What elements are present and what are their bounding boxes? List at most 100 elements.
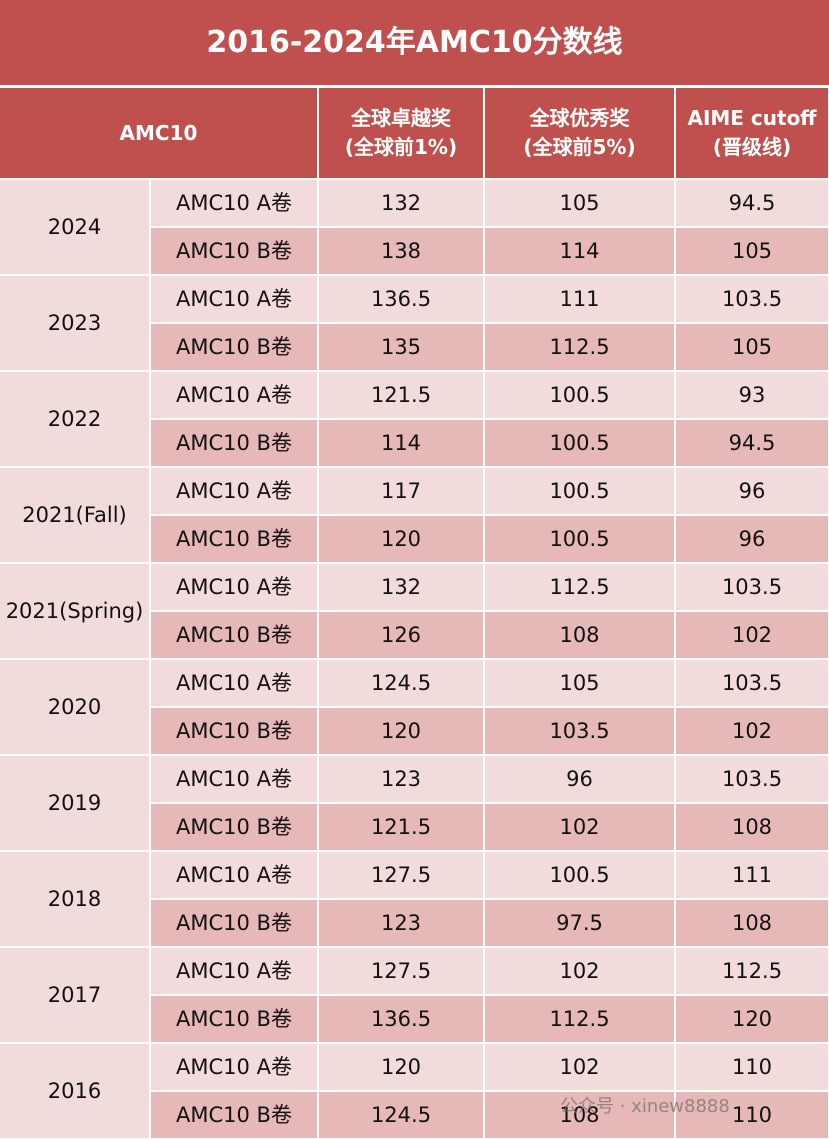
score-cell: 108	[485, 612, 674, 658]
score-cell: 112.5	[485, 564, 674, 610]
paper-cell: AMC10 B卷	[151, 1092, 317, 1138]
score-text: 111	[559, 286, 600, 311]
score-cell: 103.5	[676, 276, 828, 322]
score-text: 117	[380, 478, 422, 503]
paper-text: AMC10 A卷	[176, 382, 292, 407]
paper-cell: AMC10 A卷	[151, 276, 317, 322]
paper-cell: AMC10 A卷	[151, 852, 317, 898]
score-text: 112.5	[549, 334, 610, 359]
paper-text: AMC10 A卷	[176, 862, 292, 887]
paper-text: AMC10 B卷	[176, 334, 292, 359]
score-cell: 120	[319, 1044, 483, 1090]
paper-cell: AMC10 B卷	[151, 996, 317, 1042]
score-cell: 105	[485, 180, 674, 226]
score-text: 96	[566, 766, 593, 791]
score-text: 120	[380, 718, 422, 743]
score-cell: 136.5	[319, 276, 483, 322]
score-cell: 132	[319, 564, 483, 610]
paper-cell: AMC10 B卷	[151, 228, 317, 274]
score-text: 112.5	[721, 958, 783, 983]
paper-cell: AMC10 A卷	[151, 180, 317, 226]
score-text: 132	[380, 574, 422, 599]
year-cell: 2024	[0, 180, 149, 274]
header-cell: AMC10	[0, 88, 317, 178]
score-cell: 105	[676, 228, 828, 274]
score-text: 110	[731, 1054, 773, 1079]
score-cell: 105	[676, 324, 828, 370]
score-text: 105	[731, 334, 773, 359]
score-text: 124.5	[370, 670, 432, 695]
score-cell: 108	[485, 1092, 674, 1138]
score-text: 103.5	[721, 286, 783, 311]
score-cell: 120	[319, 516, 483, 562]
paper-cell: AMC10 B卷	[151, 804, 317, 850]
score-text: 127.5	[370, 862, 432, 887]
score-cell: 103.5	[676, 756, 828, 802]
score-text: 105	[559, 190, 600, 215]
score-text: 94.5	[728, 430, 776, 455]
score-cell: 112.5	[676, 948, 828, 994]
header-text: (全球前1%)	[344, 135, 458, 159]
paper-cell: AMC10 B卷	[151, 708, 317, 754]
score-text: 135	[380, 334, 422, 359]
score-text: 100.5	[549, 478, 610, 503]
paper-text: AMC10 B卷	[176, 238, 292, 263]
year-text: 2019	[47, 790, 102, 815]
paper-text: AMC10 A卷	[176, 574, 292, 599]
score-cell: 100.5	[485, 516, 674, 562]
score-text: 120	[380, 526, 422, 551]
score-cell: 124.5	[319, 660, 483, 706]
paper-cell: AMC10 A卷	[151, 564, 317, 610]
score-text: 124.5	[370, 1102, 432, 1127]
year-text: 2020	[47, 694, 102, 719]
score-text: 114	[559, 238, 600, 263]
score-cell: 103.5	[676, 564, 828, 610]
paper-cell: AMC10 B卷	[151, 612, 317, 658]
paper-cell: AMC10 A卷	[151, 660, 317, 706]
score-text: 126	[380, 622, 422, 647]
score-cell: 111	[485, 276, 674, 322]
score-cell: 96	[676, 516, 828, 562]
paper-text: AMC10 A卷	[176, 766, 292, 791]
paper-cell: AMC10 B卷	[151, 516, 317, 562]
score-text: 102	[731, 622, 773, 647]
score-text: 120	[731, 1006, 773, 1031]
score-cell: 108	[676, 900, 828, 946]
score-text: 112.5	[549, 1006, 610, 1031]
year-text: 2024	[47, 214, 102, 239]
paper-cell: AMC10 A卷	[151, 468, 317, 514]
paper-text: AMC10 A卷	[176, 478, 292, 503]
year-cell: 2020	[0, 660, 149, 754]
score-cell: 138	[319, 228, 483, 274]
paper-text: AMC10 B卷	[176, 814, 292, 839]
paper-cell: AMC10 B卷	[151, 324, 317, 370]
year-text: 2023	[47, 310, 102, 335]
year-text: 2016	[47, 1078, 102, 1103]
score-cell: 121.5	[319, 372, 483, 418]
score-cell: 112.5	[485, 996, 674, 1042]
score-text: 127.5	[370, 958, 432, 983]
score-cell: 100.5	[485, 420, 674, 466]
score-text: 121.5	[370, 382, 432, 407]
score-cell: 102	[676, 612, 828, 658]
year-cell: 2022	[0, 372, 149, 466]
score-text: 96	[738, 526, 766, 551]
score-text: 102	[559, 1054, 600, 1079]
year-cell: 2021(Fall)	[0, 468, 149, 562]
score-text: 132	[380, 190, 422, 215]
header-text: (晋级线)	[712, 135, 792, 159]
score-cell: 132	[319, 180, 483, 226]
paper-cell: AMC10 B卷	[151, 420, 317, 466]
year-cell: 2017	[0, 948, 149, 1042]
score-cell: 100.5	[485, 852, 674, 898]
score-cell: 102	[485, 948, 674, 994]
header-cell: 全球卓越奖 (全球前1%)	[319, 88, 483, 178]
score-text: 103.5	[721, 670, 783, 695]
score-cell: 136.5	[319, 996, 483, 1042]
paper-cell: AMC10 A卷	[151, 756, 317, 802]
score-cell: 102	[485, 804, 674, 850]
paper-text: AMC10 B卷	[176, 622, 292, 647]
score-cell: 123	[319, 900, 483, 946]
score-cell: 103.5	[676, 660, 828, 706]
